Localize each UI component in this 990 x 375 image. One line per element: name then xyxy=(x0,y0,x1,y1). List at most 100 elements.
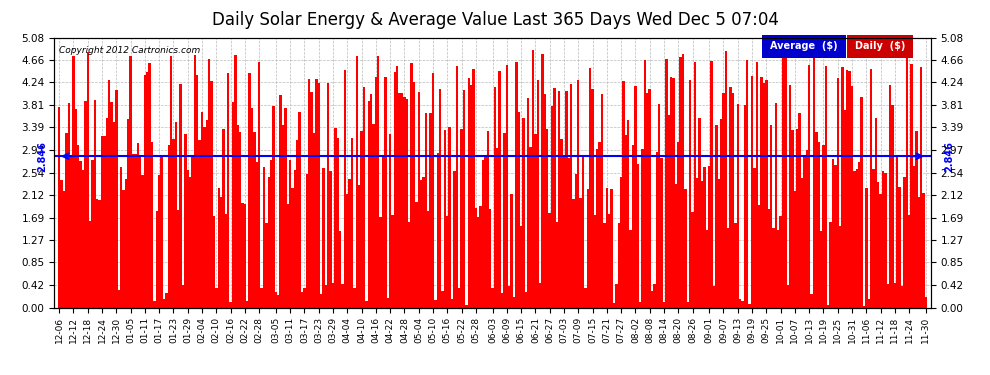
Bar xyxy=(382,155,384,308)
Bar xyxy=(730,87,732,308)
Bar xyxy=(555,222,558,308)
Bar xyxy=(655,152,658,308)
Bar xyxy=(674,184,677,308)
Bar xyxy=(155,210,158,308)
Bar xyxy=(435,300,437,307)
Bar xyxy=(227,74,230,308)
Bar xyxy=(758,205,760,308)
Bar xyxy=(91,160,94,308)
Bar xyxy=(247,301,248,307)
Bar xyxy=(870,69,872,308)
Bar xyxy=(874,118,877,308)
Bar xyxy=(208,59,211,308)
Bar xyxy=(737,105,739,308)
Bar xyxy=(286,204,289,308)
Bar xyxy=(503,133,506,308)
Bar xyxy=(296,140,299,308)
Bar xyxy=(699,118,701,308)
Bar xyxy=(803,156,806,308)
Bar xyxy=(842,67,843,308)
Bar xyxy=(437,153,439,308)
Bar xyxy=(353,288,355,308)
Bar xyxy=(642,149,644,308)
Bar xyxy=(506,65,508,308)
Bar xyxy=(425,112,427,308)
Bar xyxy=(889,85,891,308)
Bar xyxy=(320,294,323,307)
Bar xyxy=(896,156,899,308)
Bar xyxy=(344,70,346,308)
Bar xyxy=(755,62,758,308)
Bar xyxy=(918,197,920,308)
Bar xyxy=(242,203,244,308)
Bar xyxy=(458,288,460,308)
Bar xyxy=(696,178,699,308)
Bar xyxy=(427,211,430,308)
Bar xyxy=(837,78,839,308)
Bar xyxy=(862,306,865,308)
Bar xyxy=(342,284,344,308)
Bar xyxy=(211,81,213,308)
Bar xyxy=(689,80,691,308)
Bar xyxy=(511,194,513,308)
Bar xyxy=(127,119,130,308)
Bar xyxy=(189,177,191,308)
Bar xyxy=(508,286,511,308)
Bar xyxy=(799,113,801,308)
Bar xyxy=(277,295,279,307)
Bar xyxy=(546,129,548,308)
Bar xyxy=(635,86,637,308)
Bar xyxy=(230,302,232,307)
Bar xyxy=(682,54,684,307)
Text: Daily Solar Energy & Average Value Last 365 Days Wed Dec 5 07:04: Daily Solar Energy & Average Value Last … xyxy=(212,11,778,29)
Bar xyxy=(832,159,835,308)
Bar xyxy=(374,77,377,308)
Bar xyxy=(58,107,60,307)
Bar xyxy=(291,188,294,308)
Bar xyxy=(839,226,842,308)
Text: 2.846: 2.846 xyxy=(944,141,954,172)
Bar xyxy=(191,157,194,308)
Bar xyxy=(479,207,482,308)
Bar xyxy=(486,131,489,308)
Bar xyxy=(177,210,179,308)
Bar xyxy=(632,145,635,308)
Bar xyxy=(846,70,848,308)
Bar xyxy=(348,179,350,308)
Bar xyxy=(144,75,147,308)
Bar xyxy=(98,200,101,308)
Bar xyxy=(627,120,630,308)
Bar xyxy=(111,102,113,308)
Bar xyxy=(158,175,160,308)
Bar xyxy=(667,115,670,308)
Bar xyxy=(327,83,330,308)
Bar xyxy=(255,162,258,308)
Bar xyxy=(613,303,615,307)
Bar xyxy=(74,109,77,307)
Bar xyxy=(130,56,132,308)
Bar xyxy=(358,185,360,308)
Bar xyxy=(396,66,399,308)
Bar xyxy=(477,217,479,308)
Bar xyxy=(920,67,923,308)
Bar xyxy=(223,129,225,308)
Bar xyxy=(372,124,374,308)
Bar xyxy=(518,112,520,308)
Bar xyxy=(206,120,208,308)
Text: 2.846: 2.846 xyxy=(38,141,48,172)
Bar xyxy=(515,62,518,308)
Bar xyxy=(544,94,546,308)
Bar xyxy=(267,177,270,308)
Bar xyxy=(282,126,284,308)
Bar xyxy=(789,85,791,308)
Bar xyxy=(523,118,525,308)
Bar xyxy=(787,285,789,308)
Bar xyxy=(644,60,646,308)
Bar xyxy=(801,178,803,308)
Bar xyxy=(284,108,286,308)
Bar xyxy=(186,170,189,308)
Bar xyxy=(165,293,167,308)
Bar xyxy=(637,164,639,308)
Bar xyxy=(408,222,411,308)
Bar xyxy=(106,118,108,308)
